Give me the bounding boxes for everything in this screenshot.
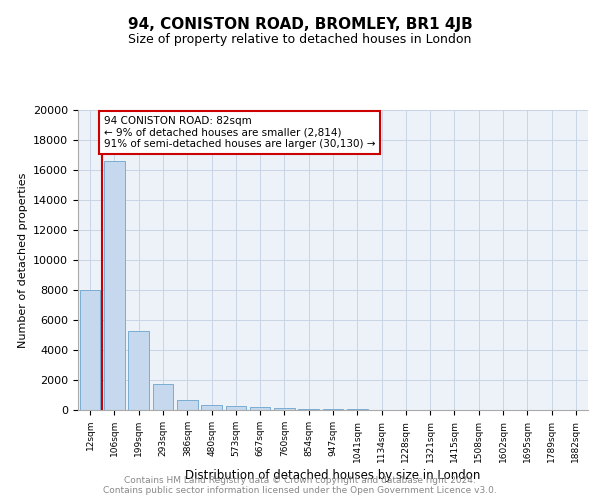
Bar xyxy=(104,161,125,410)
Bar xyxy=(152,384,173,410)
Y-axis label: Number of detached properties: Number of detached properties xyxy=(17,172,28,348)
Text: Size of property relative to detached houses in London: Size of property relative to detached ho… xyxy=(128,32,472,46)
Bar xyxy=(80,290,100,410)
Bar xyxy=(177,400,197,410)
Bar xyxy=(298,408,319,410)
Text: Contains HM Land Registry data © Crown copyright and database right 2024.
Contai: Contains HM Land Registry data © Crown c… xyxy=(103,476,497,495)
Text: 94 CONISTON ROAD: 82sqm
← 9% of detached houses are smaller (2,814)
91% of semi-: 94 CONISTON ROAD: 82sqm ← 9% of detached… xyxy=(104,116,375,149)
Bar xyxy=(128,330,149,410)
Bar xyxy=(250,407,271,410)
Text: 94, CONISTON ROAD, BROMLEY, BR1 4JB: 94, CONISTON ROAD, BROMLEY, BR1 4JB xyxy=(128,18,472,32)
Bar xyxy=(274,408,295,410)
Bar xyxy=(226,406,246,410)
Bar xyxy=(323,409,343,410)
X-axis label: Distribution of detached houses by size in London: Distribution of detached houses by size … xyxy=(185,469,481,482)
Bar xyxy=(201,405,222,410)
